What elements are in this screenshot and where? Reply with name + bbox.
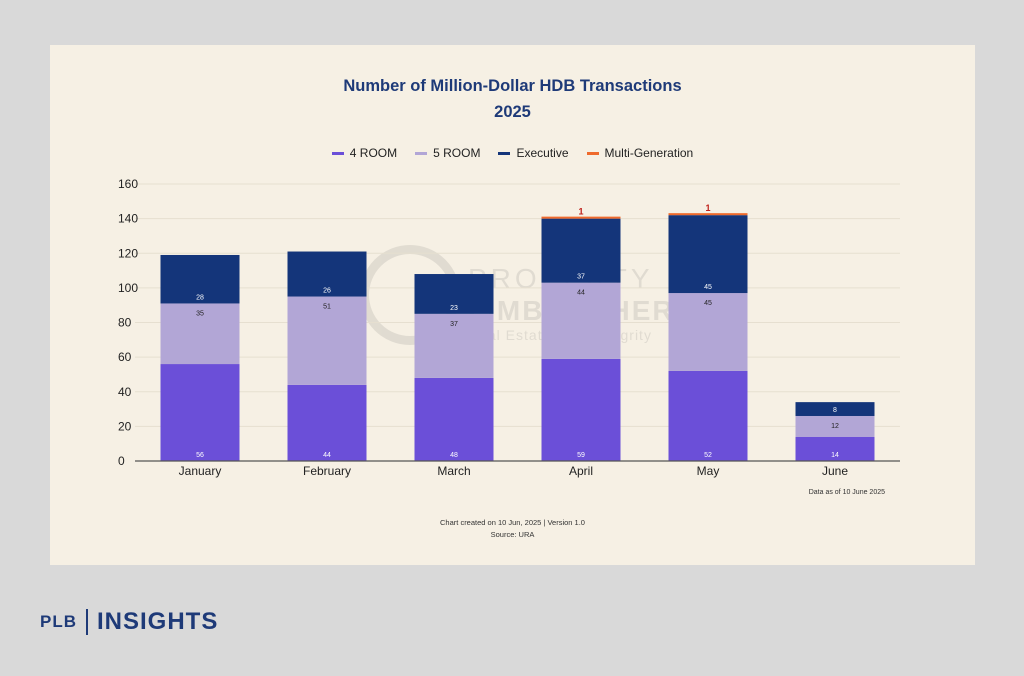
bar-segment	[160, 254, 240, 304]
data-label: 26	[323, 288, 331, 295]
brand-logo: PLB INSIGHTS	[40, 608, 218, 636]
bar-segment	[414, 377, 494, 461]
bar-segment	[795, 415, 875, 437]
legend-label: 4 ROOM	[349, 146, 398, 160]
data-label: 8	[833, 407, 837, 414]
legend-label: 5 ROOM	[433, 146, 481, 160]
legend-swatch	[498, 151, 511, 155]
legend-item-1: 5 ROOM	[415, 146, 480, 160]
bar-segment	[414, 313, 494, 378]
y-tick-label: 60	[118, 350, 132, 364]
bar-segment	[287, 251, 367, 297]
y-tick-label: 120	[118, 246, 138, 260]
x-tick-label: February	[303, 464, 351, 478]
bar-segment	[541, 282, 621, 359]
source-note: Source: URA	[490, 530, 535, 539]
data-label: 48	[450, 452, 458, 459]
y-tick-label: 0	[118, 454, 125, 468]
bar-segment	[541, 216, 621, 219]
legend-swatch	[586, 151, 599, 155]
data-label: 23	[450, 305, 458, 312]
bar-segment	[668, 213, 748, 216]
x-tick-label: January	[179, 464, 222, 478]
bar-segment	[287, 296, 367, 385]
data-label: 35	[196, 310, 204, 317]
x-tick-label: May	[697, 464, 720, 478]
x-tick-label: June	[822, 464, 848, 478]
data-label: 59	[577, 452, 585, 459]
y-tick-label: 140	[118, 212, 138, 226]
bar-segment	[795, 402, 875, 416]
data-label: 1	[578, 207, 583, 217]
legend-item-3: Multi-Generation	[586, 146, 694, 160]
data-label: 14	[831, 452, 839, 459]
legend-swatch	[331, 151, 344, 155]
data-label: 12	[831, 423, 839, 430]
data-label: 51	[323, 304, 331, 311]
chart-created-note: Chart created on 10 Jun, 2025 | Version …	[440, 518, 585, 527]
data-label: 1	[705, 203, 710, 213]
data-label: 37	[577, 274, 585, 281]
data-label: 45	[704, 300, 712, 307]
y-tick-label: 20	[118, 419, 132, 433]
legend-item-0: 4 ROOM	[331, 146, 398, 160]
x-tick-label: April	[569, 464, 593, 478]
bar-segment	[668, 215, 748, 294]
bar-segment	[414, 274, 494, 314]
chart-subtitle: 2025	[494, 103, 531, 121]
y-tick-label: 160	[118, 177, 138, 191]
bar-segment	[287, 384, 367, 461]
data-label: 52	[704, 452, 712, 459]
bar-segment	[541, 218, 621, 283]
bar-chart: 0 20 40 60 80 100 120 140 160 56 35 28 January 44 51 26…	[118, 177, 900, 478]
bar-segment	[160, 364, 240, 461]
bar-segment	[795, 436, 875, 461]
data-label: 45	[704, 284, 712, 291]
legend-item-2: Executive	[498, 146, 569, 160]
chart-card: Number of Million-Dollar HDB Transaction…	[50, 45, 975, 565]
data-label: 28	[196, 294, 204, 301]
bar-segment	[668, 370, 748, 461]
data-label: 37	[450, 321, 458, 328]
data-as-of-note: Data as of 10 June 2025	[808, 489, 885, 496]
data-label: 56	[196, 452, 204, 459]
legend-label: Multi-Generation	[604, 146, 694, 160]
legend-label: Executive	[516, 146, 569, 160]
legend-swatch	[415, 151, 428, 155]
brand-plb: PLB	[40, 612, 77, 631]
chart-title: Number of Million-Dollar HDB Transaction…	[343, 77, 682, 95]
y-tick-label: 100	[118, 281, 138, 295]
chart-legend: 4 ROOM 5 ROOM Executive Multi-Generation	[50, 146, 975, 160]
brand-insights: INSIGHTS	[97, 608, 219, 635]
y-tick-label: 40	[118, 385, 132, 399]
y-tick-label: 80	[118, 316, 132, 330]
data-label: 44	[577, 290, 585, 297]
bar-segment	[160, 303, 240, 365]
bar-segment	[668, 293, 748, 371]
x-tick-label: March	[437, 464, 470, 478]
bar-segment	[541, 358, 621, 461]
brand-divider	[86, 609, 88, 635]
data-label: 44	[323, 452, 331, 459]
